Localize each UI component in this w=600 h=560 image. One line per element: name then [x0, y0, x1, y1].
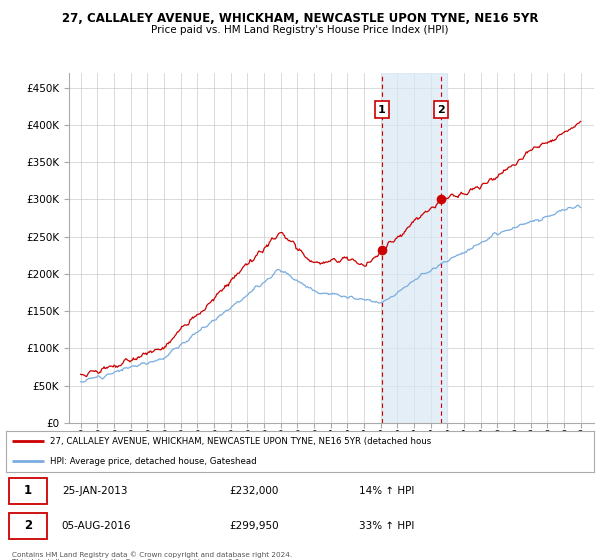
- Text: 1: 1: [24, 484, 32, 497]
- FancyBboxPatch shape: [9, 513, 47, 539]
- Text: Contains HM Land Registry data © Crown copyright and database right 2024.
This d: Contains HM Land Registry data © Crown c…: [12, 552, 292, 560]
- Text: 27, CALLALEY AVENUE, WHICKHAM, NEWCASTLE UPON TYNE, NE16 5YR: 27, CALLALEY AVENUE, WHICKHAM, NEWCASTLE…: [62, 12, 538, 25]
- Point: [436, 195, 445, 204]
- Bar: [382, 73, 448, 423]
- Text: 14% ↑ HPI: 14% ↑ HPI: [359, 486, 414, 496]
- Text: 2: 2: [24, 519, 32, 533]
- Point: [377, 245, 386, 254]
- FancyBboxPatch shape: [9, 478, 47, 504]
- Text: HPI: Average price, detached house, Gateshead: HPI: Average price, detached house, Gate…: [50, 457, 257, 466]
- Text: 1: 1: [378, 105, 386, 115]
- Text: 27, CALLALEY AVENUE, WHICKHAM, NEWCASTLE UPON TYNE, NE16 5YR (detached hous: 27, CALLALEY AVENUE, WHICKHAM, NEWCASTLE…: [50, 437, 431, 446]
- Text: £299,950: £299,950: [229, 521, 279, 531]
- Text: £232,000: £232,000: [229, 486, 279, 496]
- Text: 2: 2: [437, 105, 445, 115]
- Text: 05-AUG-2016: 05-AUG-2016: [62, 521, 131, 531]
- Text: Price paid vs. HM Land Registry's House Price Index (HPI): Price paid vs. HM Land Registry's House …: [151, 25, 449, 35]
- Text: 25-JAN-2013: 25-JAN-2013: [62, 486, 127, 496]
- Text: 33% ↑ HPI: 33% ↑ HPI: [359, 521, 414, 531]
